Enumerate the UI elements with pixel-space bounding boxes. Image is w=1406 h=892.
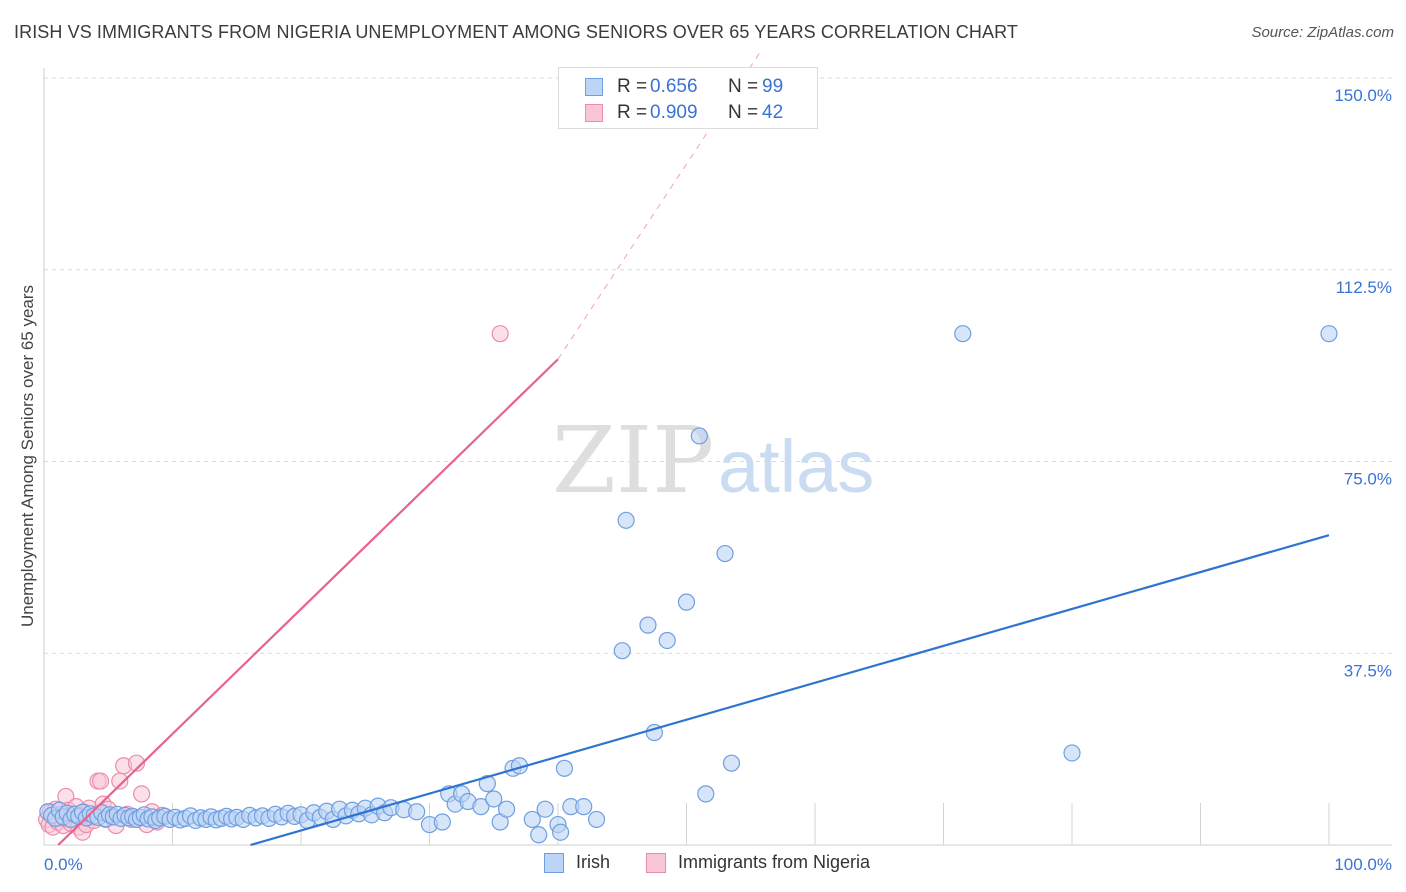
irish-point [575, 798, 593, 816]
nigeria-trend-extension [557, 52, 761, 360]
irish-swatch [585, 78, 603, 96]
y-tick-label: 150.0% [1334, 86, 1392, 105]
irish-point [433, 813, 451, 831]
r-label: R = [617, 76, 648, 97]
watermark: ZIP atlas [552, 407, 874, 514]
nigeria-points [37, 325, 509, 841]
irish-point [722, 754, 741, 772]
watermark-atlas: atlas [718, 425, 874, 508]
irish-point [472, 798, 490, 816]
legend-row-irish: R = 0.656 N = 99 [585, 75, 783, 99]
y-tick-label: 37.5% [1344, 661, 1392, 680]
irish-point [639, 616, 657, 634]
irish-point [658, 631, 676, 650]
legend-label-irish: Irish [576, 852, 611, 872]
irish-point [1063, 744, 1081, 762]
irish-trend-line [250, 534, 1330, 847]
irish-points [39, 325, 1338, 844]
irish-swatch [544, 852, 564, 873]
correlation-legend: R = 0.656 N = 99 R = 0.909 N = 42 [558, 67, 818, 129]
irish-point [485, 790, 503, 808]
n-label: N = [728, 76, 759, 97]
trend-lines [57, 52, 1330, 847]
nigeria-trend-line [57, 358, 559, 846]
irish-point [536, 800, 554, 818]
irish-point [677, 593, 696, 611]
nigeria-swatch [646, 852, 666, 873]
irish-point [617, 511, 635, 529]
irish-point [690, 427, 708, 445]
irish-point [530, 826, 548, 844]
irish-point [954, 325, 972, 343]
nigeria-point [491, 325, 509, 343]
legend-label-nigeria: Immigrants from Nigeria [678, 852, 871, 872]
n-value: 99 [762, 76, 784, 97]
irish-point [523, 810, 541, 829]
y-tick-label: 112.5% [1336, 278, 1392, 297]
gridlines [44, 77, 1392, 654]
y-tick-label: 75.0% [1344, 470, 1392, 489]
legend-item-irish[interactable]: Irish [544, 852, 610, 873]
r-value: 0.656 [650, 76, 698, 97]
legend-row-nigeria: R = 0.909 N = 42 [585, 101, 783, 125]
irish-point [1320, 325, 1338, 343]
nigeria-point [127, 754, 146, 772]
irish-point [716, 544, 734, 563]
irish-point [555, 759, 574, 777]
chart-title: IRISH VS IMMIGRANTS FROM NIGERIA UNEMPLO… [14, 22, 1018, 42]
tick-labels: 37.5% 75.0% 112.5% 150.0% 0.0% 100.0% [44, 86, 1392, 874]
nigeria-point [133, 785, 151, 803]
nigeria-swatch [585, 104, 603, 122]
irish-point [587, 810, 606, 829]
n-value: 42 [762, 102, 784, 123]
irish-point [697, 785, 715, 803]
nigeria-point [91, 772, 110, 790]
n-label: N = [728, 102, 759, 123]
r-label: R = [617, 102, 648, 123]
x-tick-label: 100.0% [1334, 855, 1392, 874]
irish-point [498, 800, 516, 818]
legend-item-nigeria[interactable]: Immigrants from Nigeria [646, 852, 870, 873]
irish-point [478, 775, 496, 793]
r-value: 0.909 [650, 102, 698, 123]
x-tick-label: 0.0% [44, 855, 83, 874]
irish-point [613, 642, 631, 660]
source-credit: Source: ZipAtlas.com [1251, 24, 1394, 41]
irish-point [408, 803, 426, 821]
watermark-zip: ZIP [552, 407, 714, 514]
irish-point [551, 823, 570, 841]
series-legend: Irish Immigrants from Nigeria [0, 852, 1406, 878]
